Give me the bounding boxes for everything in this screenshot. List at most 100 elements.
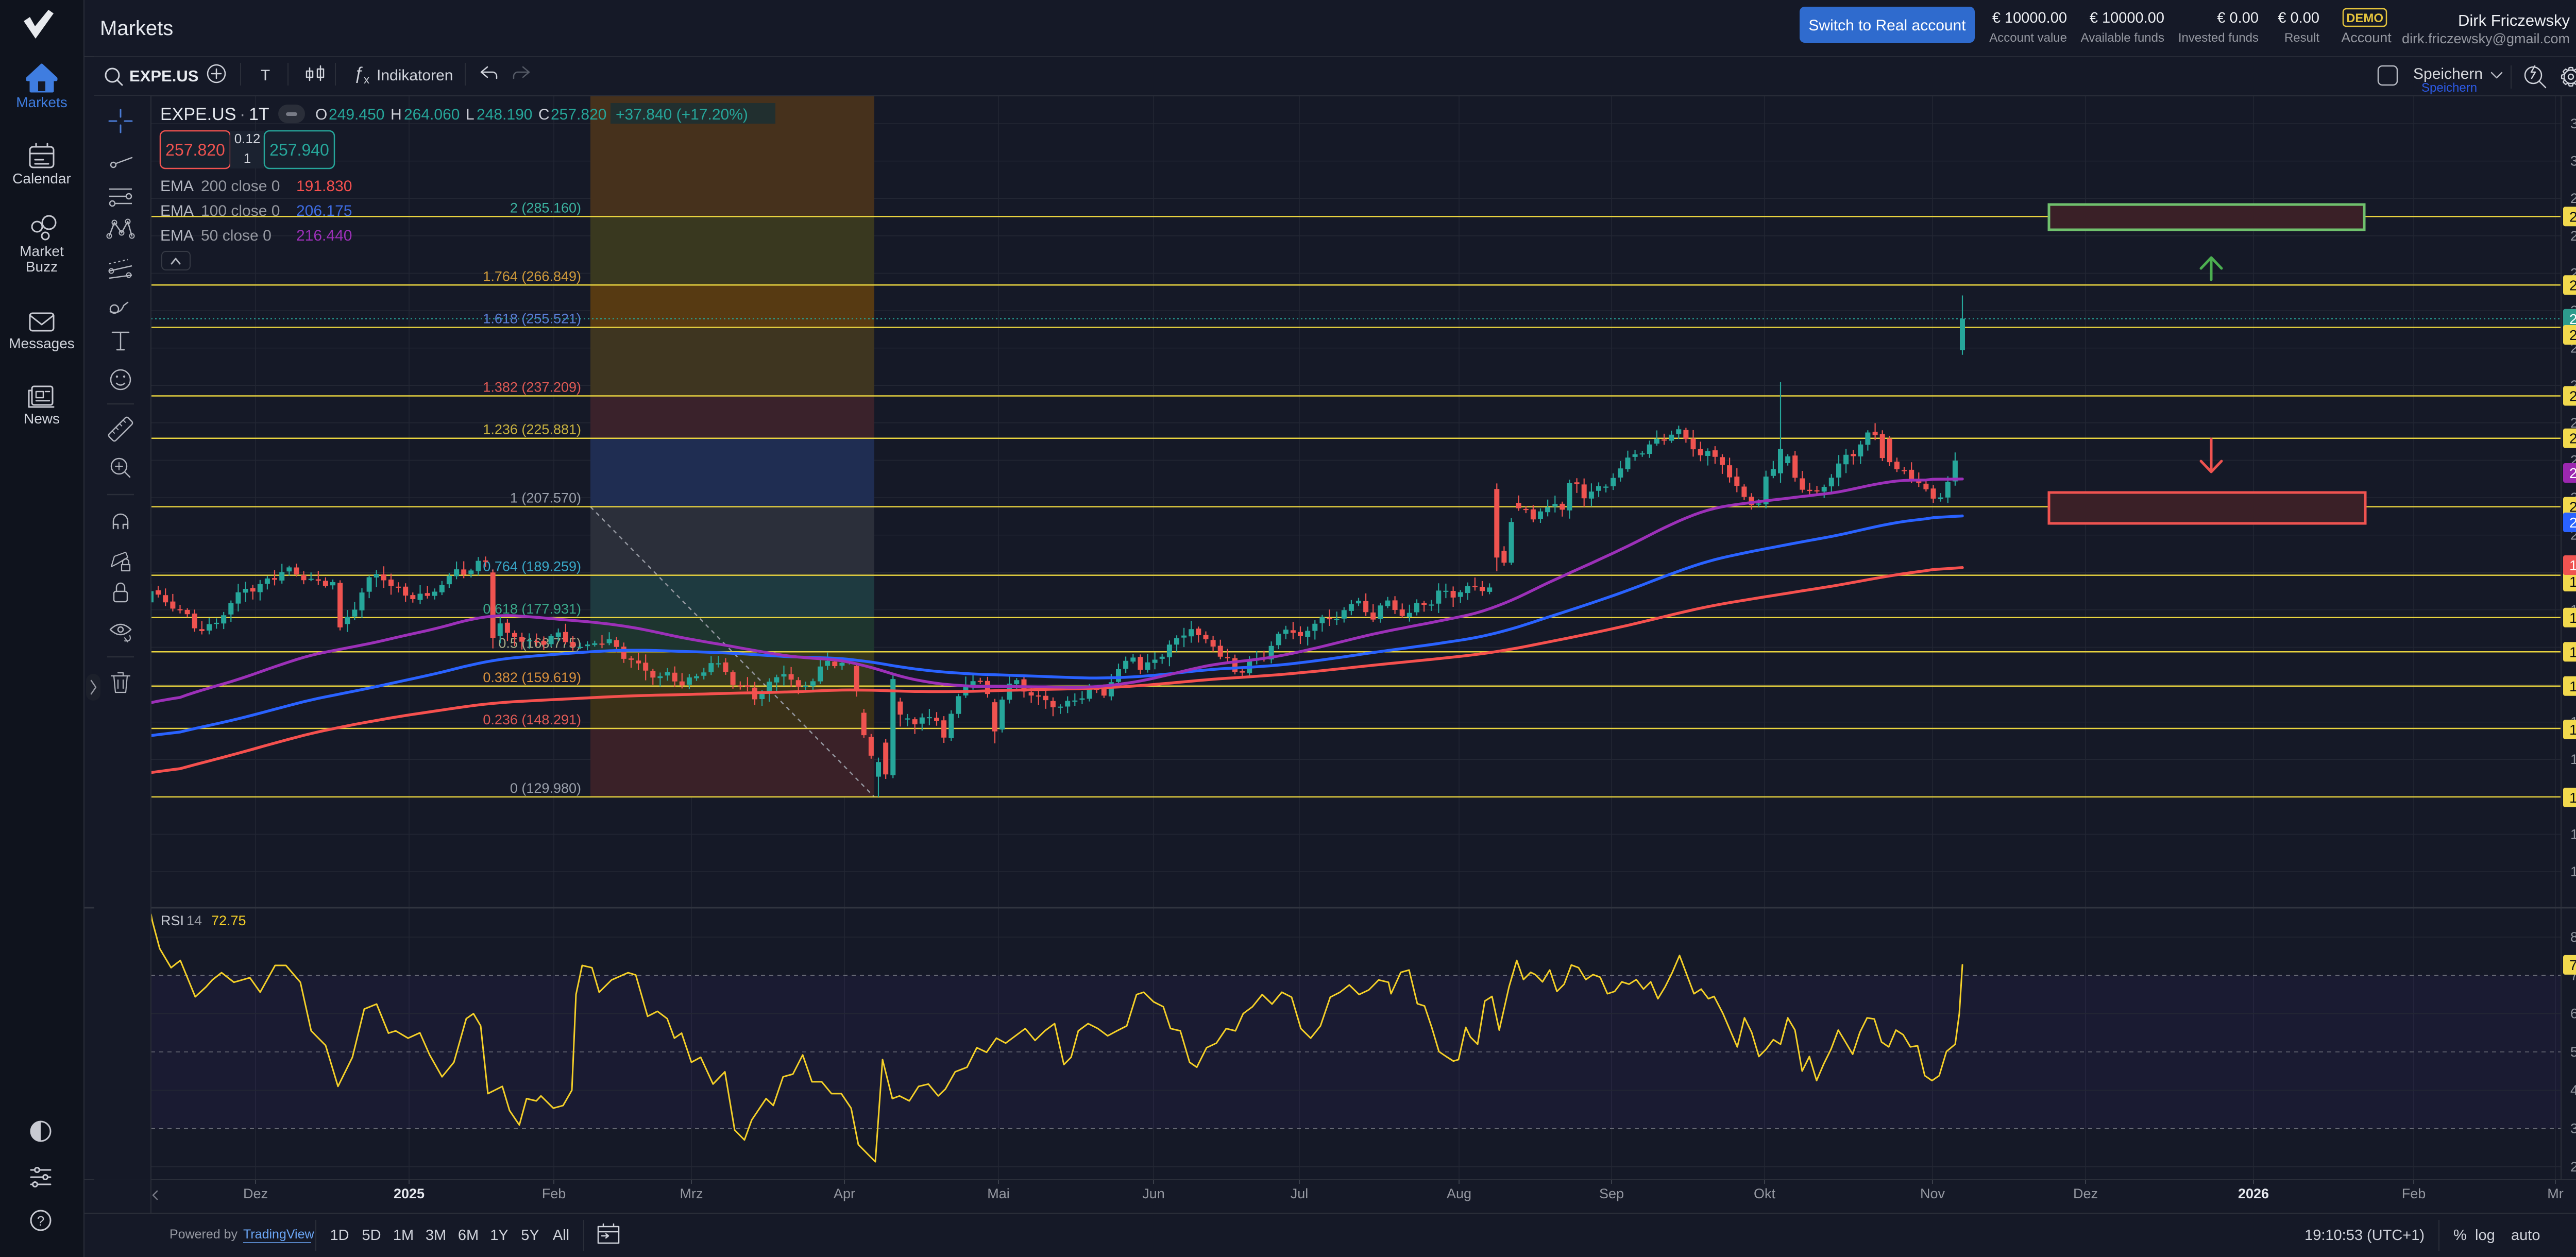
svg-text:200 close 0: 200 close 0 <box>201 178 280 195</box>
svg-text:·: · <box>240 105 245 124</box>
svg-text:257.820: 257.820 <box>165 141 225 159</box>
svg-text:0.236 (148.291): 0.236 (148.291) <box>483 712 581 727</box>
svg-text:129.980: 129.980 <box>2569 790 2576 806</box>
svg-text:News: News <box>24 411 60 427</box>
svg-text:310.000: 310.000 <box>2570 116 2576 131</box>
svg-text:168.775: 168.775 <box>2569 644 2576 660</box>
svg-text:Indikatoren: Indikatoren <box>377 67 453 84</box>
svg-text:200.000: 200.000 <box>2570 528 2576 543</box>
svg-text:EXPE.US: EXPE.US <box>160 105 236 124</box>
svg-text:148.291: 148.291 <box>2569 722 2576 738</box>
svg-text:120.000: 120.000 <box>2570 826 2576 842</box>
svg-text:0.618 (177.931): 0.618 (177.931) <box>483 601 581 617</box>
svg-text:+37.840 (+17.20%): +37.840 (+17.20%) <box>616 106 748 123</box>
svg-text:€ 0.00: € 0.00 <box>2278 10 2319 26</box>
svg-text:1.236 (225.881): 1.236 (225.881) <box>483 422 581 437</box>
svg-text:Speichern: Speichern <box>2413 65 2483 82</box>
svg-text:O: O <box>315 106 327 123</box>
svg-text:EMA: EMA <box>160 227 194 244</box>
svg-text:19:10:53 (UTC+1): 19:10:53 (UTC+1) <box>2304 1227 2425 1244</box>
svg-text:dirk.friczewsky@gmail.com: dirk.friczewsky@gmail.com <box>2402 31 2570 46</box>
svg-text:log: log <box>2475 1227 2495 1244</box>
svg-text:220.000: 220.000 <box>2570 452 2576 468</box>
svg-text:0.382 (159.619): 0.382 (159.619) <box>483 670 581 685</box>
svg-text:Switch to Real account: Switch to Real account <box>1808 17 1966 34</box>
svg-text:?: ? <box>37 1213 44 1229</box>
svg-text:EXPE.US: EXPE.US <box>129 67 198 85</box>
svg-text:ƒ: ƒ <box>354 64 364 83</box>
svg-text:C: C <box>538 106 550 123</box>
svg-text:1T: 1T <box>249 105 269 124</box>
svg-text:Jun: Jun <box>1142 1186 1165 1201</box>
svg-text:Feb: Feb <box>542 1186 566 1201</box>
svg-text:72.75: 72.75 <box>2569 957 2576 973</box>
svg-text:auto: auto <box>2511 1227 2540 1244</box>
svg-text:206.175: 206.175 <box>296 202 352 219</box>
svg-text:50.00: 50.00 <box>2570 1044 2576 1060</box>
svg-text:6M: 6M <box>458 1227 479 1244</box>
svg-text:1.618 (255.521): 1.618 (255.521) <box>483 311 581 327</box>
svg-text:€ 10000.00: € 10000.00 <box>1992 10 2067 26</box>
svg-text:DEMO: DEMO <box>2346 11 2383 25</box>
svg-text:Calendar: Calendar <box>12 171 71 186</box>
svg-text:207.570: 207.570 <box>2569 499 2576 515</box>
svg-text:Dez: Dez <box>243 1186 268 1201</box>
svg-text:Apr: Apr <box>834 1186 855 1201</box>
svg-text:1.382 (237.209): 1.382 (237.209) <box>483 380 581 395</box>
svg-text:250.000: 250.000 <box>2570 341 2576 356</box>
svg-text:2026: 2026 <box>2238 1186 2269 1201</box>
svg-text:0.12: 0.12 <box>234 131 261 146</box>
svg-text:177.931: 177.931 <box>2569 610 2576 626</box>
svg-text:1 (207.570): 1 (207.570) <box>510 490 581 506</box>
svg-text:264.060: 264.060 <box>404 106 460 123</box>
svg-text:Powered by: Powered by <box>170 1227 238 1242</box>
svg-text:237.209: 237.209 <box>2569 388 2576 404</box>
svg-text:280.000: 280.000 <box>2570 228 2576 244</box>
svg-text:RSI: RSI <box>161 913 184 928</box>
svg-text:Mrz: Mrz <box>680 1186 703 1201</box>
svg-text:189.259: 189.259 <box>2569 574 2576 590</box>
svg-text:100 close 0: 100 close 0 <box>201 202 280 219</box>
svg-text:Nov: Nov <box>1920 1186 1945 1201</box>
svg-text:1: 1 <box>244 150 251 166</box>
svg-text:H: H <box>391 106 402 123</box>
svg-text:x: x <box>364 73 369 86</box>
svg-text:230.000: 230.000 <box>2570 415 2576 431</box>
svg-text:Account value: Account value <box>1989 31 2067 45</box>
svg-text:240.000: 240.000 <box>2570 378 2576 393</box>
svg-text:30.00: 30.00 <box>2570 1121 2576 1136</box>
svg-text:225.881: 225.881 <box>2569 431 2576 447</box>
svg-text:Mai: Mai <box>987 1186 1010 1201</box>
svg-text:TradingView: TradingView <box>243 1227 315 1242</box>
svg-text:5D: 5D <box>362 1227 381 1244</box>
svg-text:Buzz: Buzz <box>26 259 58 275</box>
svg-text:70.00: 70.00 <box>2570 967 2576 983</box>
svg-text:3M: 3M <box>426 1227 446 1244</box>
svg-text:€ 0.00: € 0.00 <box>2217 10 2259 26</box>
svg-text:257.940: 257.940 <box>269 141 329 159</box>
svg-text:%: % <box>2453 1227 2467 1244</box>
svg-text:1Y: 1Y <box>490 1227 508 1244</box>
svg-text:20.00: 20.00 <box>2570 1159 2576 1175</box>
svg-text:216.440: 216.440 <box>296 227 352 244</box>
svg-text:2025: 2025 <box>394 1186 425 1201</box>
svg-text:Dez: Dez <box>2073 1186 2098 1201</box>
svg-text:216.440: 216.440 <box>2569 465 2576 481</box>
svg-text:€ 10000.00: € 10000.00 <box>2090 10 2164 26</box>
svg-text:Available funds: Available funds <box>2081 31 2164 45</box>
svg-text:0 (129.980): 0 (129.980) <box>510 780 581 796</box>
svg-text:Result: Result <box>2284 31 2319 45</box>
svg-text:Speichern: Speichern <box>2421 81 2477 95</box>
svg-text:60.00: 60.00 <box>2570 1006 2576 1022</box>
svg-text:All: All <box>553 1227 569 1244</box>
svg-text:Messages: Messages <box>9 335 75 351</box>
svg-text:270.000: 270.000 <box>2570 265 2576 281</box>
svg-text:206.175: 206.175 <box>2569 515 2576 531</box>
svg-text:14: 14 <box>187 913 202 928</box>
svg-text:Markets: Markets <box>100 17 173 40</box>
svg-text:Mr: Mr <box>2547 1186 2563 1201</box>
svg-text:255.521: 255.521 <box>2569 327 2576 343</box>
svg-text:2 (285.160): 2 (285.160) <box>510 200 581 215</box>
svg-text:50 close 0: 50 close 0 <box>201 227 272 244</box>
svg-text:EMA: EMA <box>160 202 194 219</box>
